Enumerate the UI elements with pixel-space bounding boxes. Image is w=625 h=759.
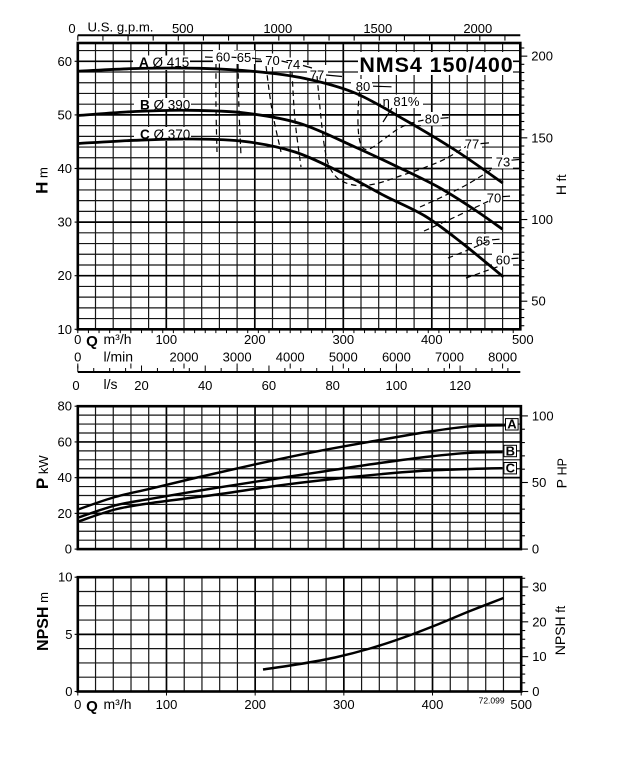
svg-text:400: 400 xyxy=(421,332,443,347)
svg-text:500: 500 xyxy=(512,332,534,347)
svg-text:40: 40 xyxy=(198,378,212,393)
svg-text:200: 200 xyxy=(244,332,266,347)
svg-text:NMS4 150/400: NMS4 150/400 xyxy=(359,53,513,77)
svg-text:0: 0 xyxy=(72,378,79,393)
svg-text:NPSH m: NPSH m xyxy=(35,592,52,651)
svg-text:20: 20 xyxy=(532,614,546,629)
svg-text:5000: 5000 xyxy=(329,350,358,365)
svg-text:50: 50 xyxy=(531,294,545,309)
svg-text:60: 60 xyxy=(58,434,72,449)
svg-text:0: 0 xyxy=(532,684,539,699)
svg-text:500: 500 xyxy=(510,697,532,712)
svg-text:l/min: l/min xyxy=(104,349,134,365)
svg-text:77: 77 xyxy=(465,137,479,152)
svg-text:50: 50 xyxy=(532,475,546,490)
svg-text:2000: 2000 xyxy=(463,21,492,36)
svg-text:1500: 1500 xyxy=(363,21,392,36)
svg-text:C: C xyxy=(506,461,516,476)
svg-text:40: 40 xyxy=(58,161,72,176)
svg-text:7000: 7000 xyxy=(435,350,464,365)
svg-text:6000: 6000 xyxy=(382,350,411,365)
svg-text:A: A xyxy=(507,417,517,432)
svg-text:B Ø 390: B Ø 390 xyxy=(140,98,190,113)
svg-text:100: 100 xyxy=(155,332,177,347)
svg-text:80: 80 xyxy=(58,399,72,414)
svg-text:C Ø 370: C Ø 370 xyxy=(140,127,190,142)
svg-text:30: 30 xyxy=(532,580,546,595)
svg-text:P HP: P HP xyxy=(553,458,569,488)
svg-text:100: 100 xyxy=(531,212,553,227)
svg-text:73: 73 xyxy=(496,155,510,170)
svg-text:0: 0 xyxy=(74,350,81,365)
svg-text:B: B xyxy=(506,443,515,458)
svg-text:Q: Q xyxy=(86,333,98,350)
svg-text:70: 70 xyxy=(487,191,501,206)
svg-text:65: 65 xyxy=(476,234,490,249)
svg-text:3000: 3000 xyxy=(223,350,252,365)
svg-text:72.099: 72.099 xyxy=(479,696,505,706)
svg-text:300: 300 xyxy=(332,332,354,347)
svg-text:500: 500 xyxy=(172,21,194,36)
svg-text:m³/h: m³/h xyxy=(104,696,132,712)
svg-text:H m: H m xyxy=(33,167,52,194)
svg-text:40: 40 xyxy=(58,470,72,485)
svg-text:200: 200 xyxy=(531,49,553,64)
svg-text:300: 300 xyxy=(333,697,355,712)
svg-text:H ft: H ft xyxy=(553,174,569,195)
svg-text:60: 60 xyxy=(58,54,72,69)
svg-text:100: 100 xyxy=(156,697,178,712)
svg-text:100: 100 xyxy=(386,378,408,393)
svg-text:120: 120 xyxy=(449,378,471,393)
svg-text:20: 20 xyxy=(58,268,72,283)
svg-text:η 81%: η 81% xyxy=(383,94,420,109)
svg-text:200: 200 xyxy=(244,697,266,712)
svg-text:60: 60 xyxy=(262,378,276,393)
svg-text:80: 80 xyxy=(356,79,370,94)
svg-text:4000: 4000 xyxy=(276,350,305,365)
svg-text:1000: 1000 xyxy=(263,21,292,36)
svg-text:P kW: P kW xyxy=(33,455,52,489)
svg-text:150: 150 xyxy=(531,130,553,145)
svg-text:5: 5 xyxy=(65,627,72,642)
svg-text:8000: 8000 xyxy=(488,350,517,365)
svg-text:0: 0 xyxy=(74,332,81,347)
svg-text:400: 400 xyxy=(422,697,444,712)
svg-text:80: 80 xyxy=(325,378,339,393)
svg-text:NPSH ft: NPSH ft xyxy=(552,605,568,655)
svg-text:60: 60 xyxy=(216,50,230,65)
svg-text:0: 0 xyxy=(68,21,75,36)
svg-text:20: 20 xyxy=(58,506,72,521)
svg-text:m³/h: m³/h xyxy=(104,331,132,347)
svg-text:77: 77 xyxy=(310,68,324,83)
svg-text:U.S. g.p.m.: U.S. g.p.m. xyxy=(88,20,154,35)
svg-text:10: 10 xyxy=(532,649,546,664)
svg-text:10: 10 xyxy=(58,322,72,337)
svg-text:10: 10 xyxy=(58,570,72,585)
svg-text:Q: Q xyxy=(86,698,98,715)
svg-text:l/s: l/s xyxy=(104,376,118,392)
svg-text:2000: 2000 xyxy=(170,350,199,365)
svg-text:A Ø 415: A Ø 415 xyxy=(139,55,189,70)
svg-text:65: 65 xyxy=(237,50,251,65)
svg-text:0: 0 xyxy=(65,542,72,557)
svg-text:50: 50 xyxy=(58,107,72,122)
svg-text:30: 30 xyxy=(58,215,72,230)
svg-text:70: 70 xyxy=(265,53,279,68)
svg-text:20: 20 xyxy=(134,378,148,393)
svg-text:0: 0 xyxy=(74,697,81,712)
svg-text:0: 0 xyxy=(532,542,539,557)
svg-text:100: 100 xyxy=(532,408,554,423)
svg-text:74: 74 xyxy=(286,57,300,72)
svg-text:60: 60 xyxy=(496,253,510,268)
svg-text:80: 80 xyxy=(425,112,439,127)
svg-text:0: 0 xyxy=(65,684,72,699)
